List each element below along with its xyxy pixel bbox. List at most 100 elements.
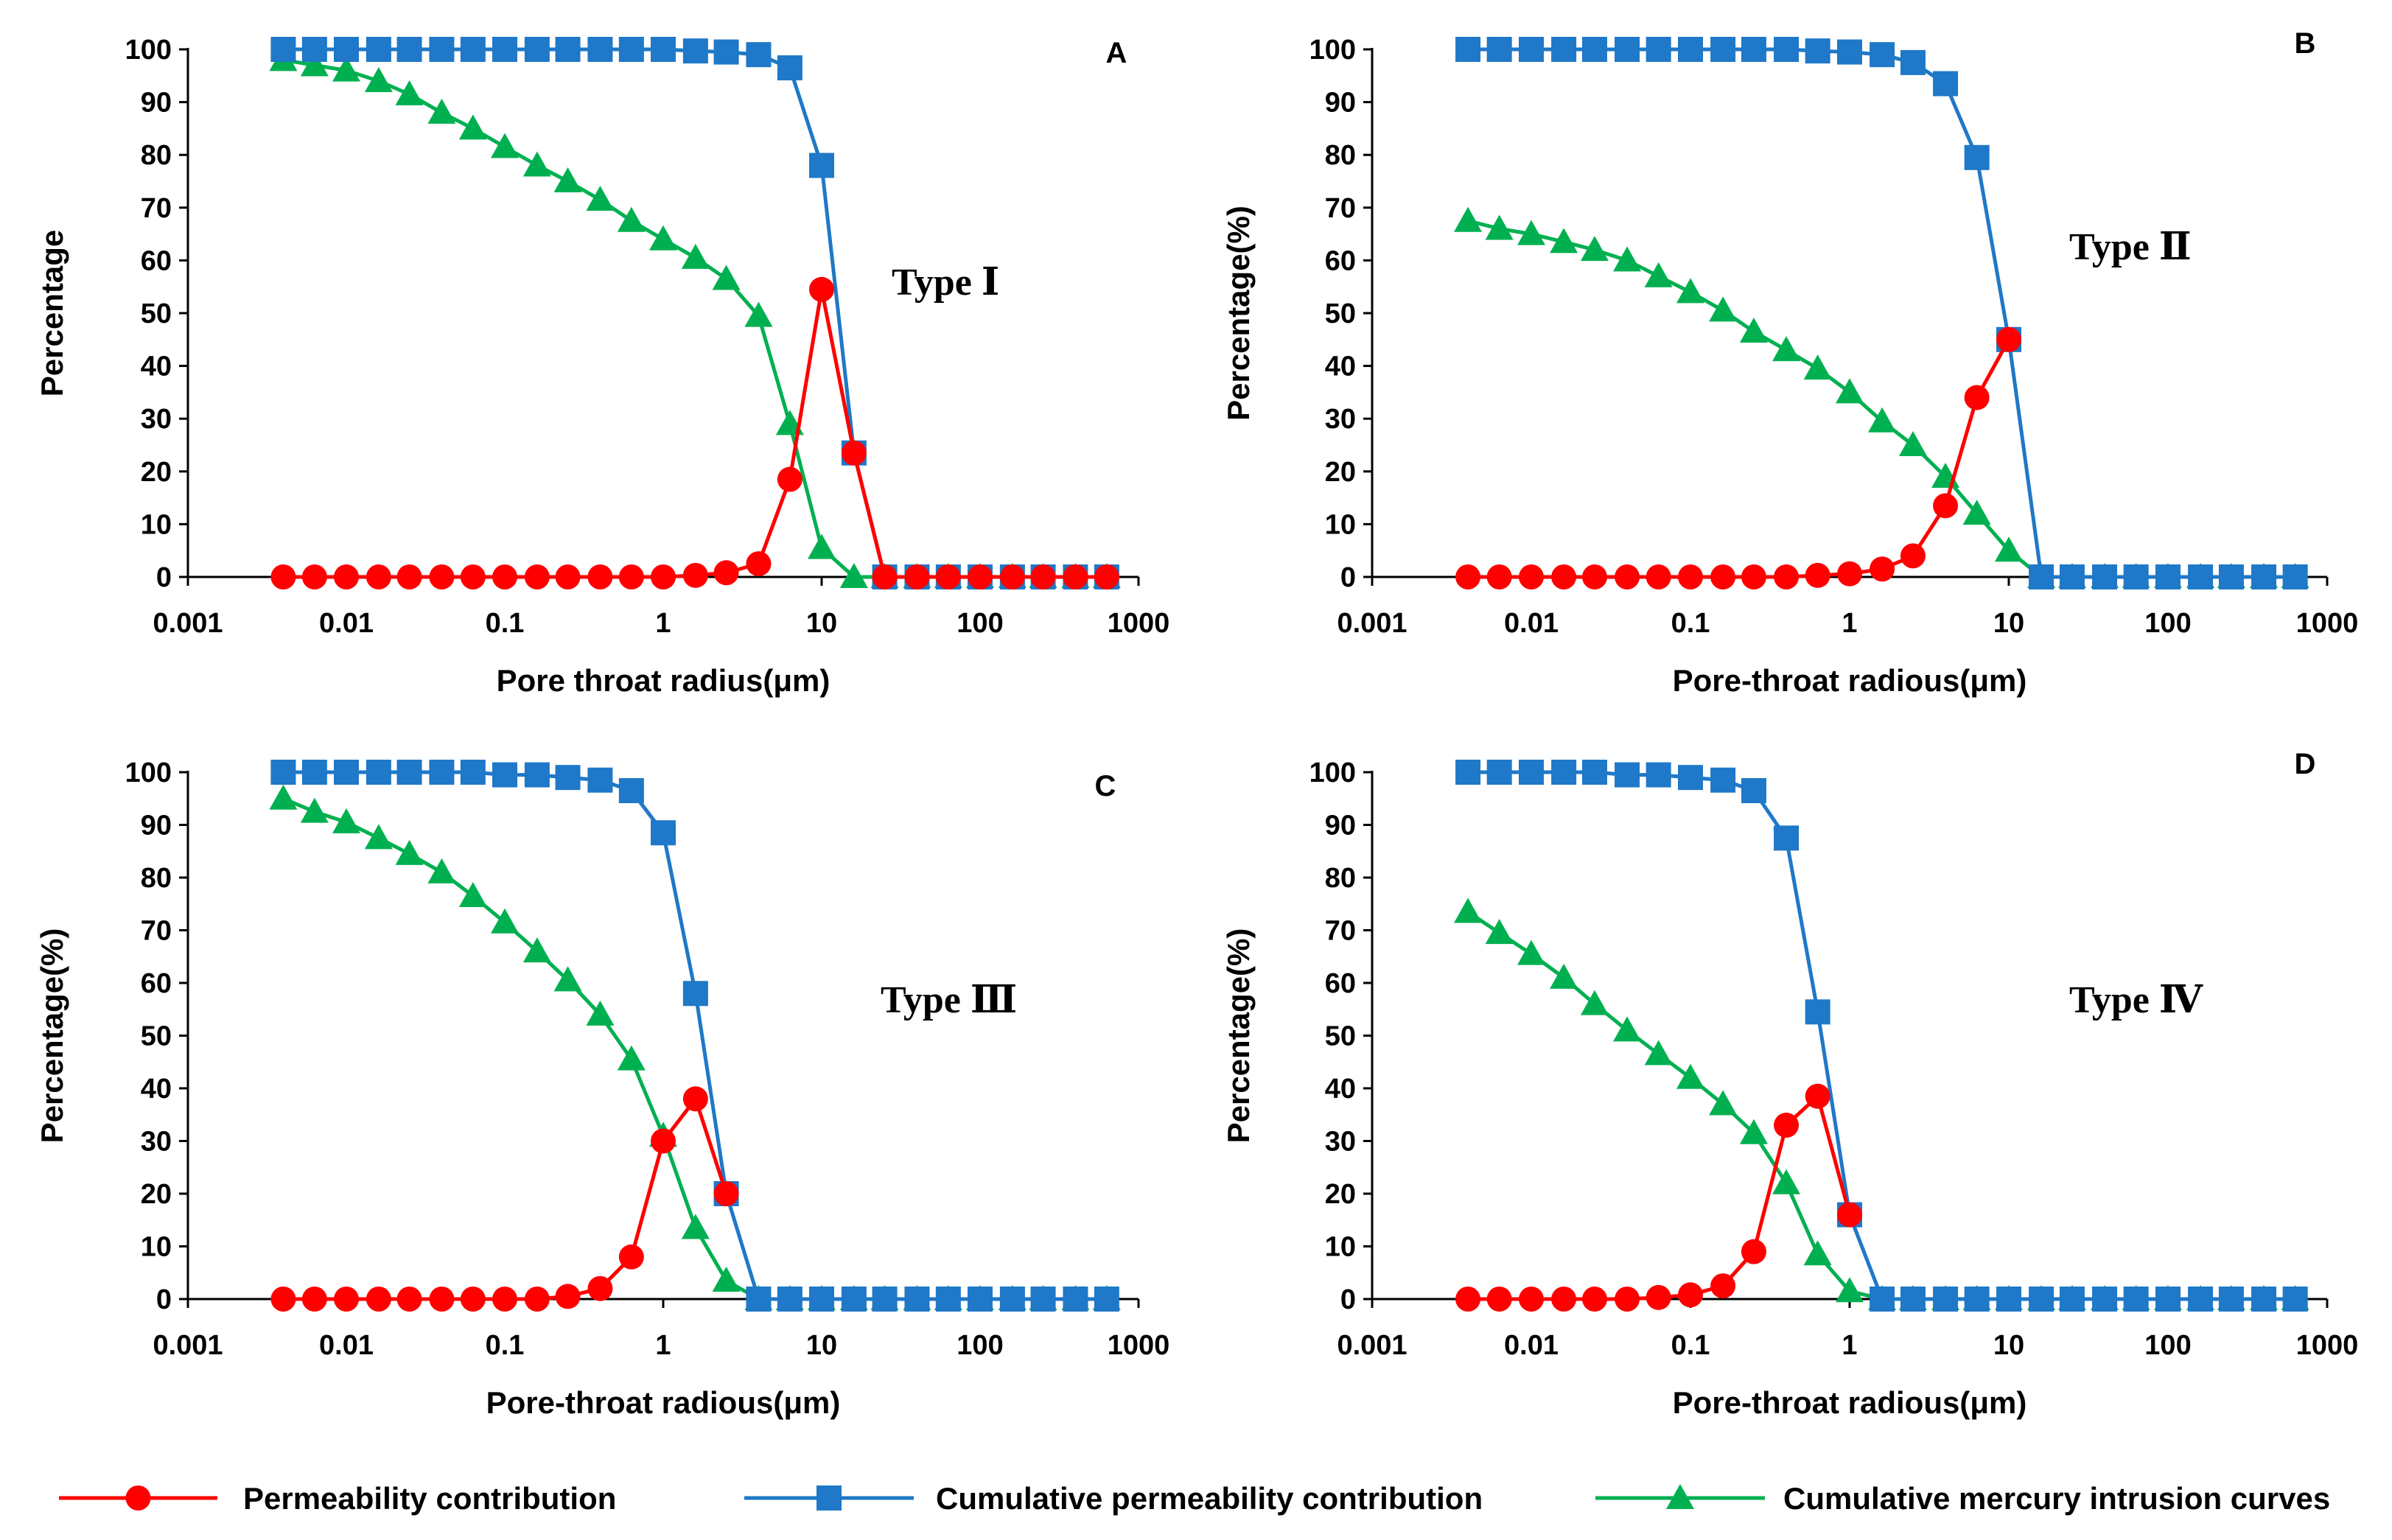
- chart-panel-b: 0 10 20 30 40 50 60 70 80 90 100 0.001 0.01 0.1 1 10 100…: [1221, 27, 2358, 698]
- data-point-mercury-intrusion: [491, 133, 519, 158]
- y-tick-label: 70: [1325, 916, 1356, 947]
- data-point-cumulative-permeability: [524, 762, 550, 788]
- data-point-cumulative-permeability: [2123, 1287, 2149, 1312]
- y-tick-label: 80: [1325, 140, 1356, 171]
- panel-letter: C: [1095, 770, 1116, 802]
- data-point-permeability: [935, 564, 961, 589]
- data-point-mercury-intrusion: [364, 66, 393, 92]
- data-point-mercury-intrusion: [458, 882, 487, 908]
- data-point-cumulative-permeability: [1519, 37, 1544, 62]
- data-point-permeability: [1741, 1239, 1766, 1264]
- data-point-cumulative-permeability: [968, 1287, 993, 1312]
- panel-letter: A: [1106, 37, 1127, 69]
- type-label: Type Ⅰ: [892, 262, 999, 304]
- data-point-mercury-intrusion: [1550, 963, 1578, 989]
- data-point-cumulative-permeability: [2155, 564, 2181, 589]
- data-point-mercury-intrusion: [712, 1266, 741, 1292]
- series-permeability: [1455, 326, 2021, 589]
- series-line-cumulative-permeability: [1468, 47, 2295, 579]
- data-point-permeability: [1741, 564, 1766, 589]
- x-tick-label: 10: [1993, 1330, 2024, 1361]
- data-point-permeability: [1870, 556, 1895, 582]
- x-tick-label: 1000: [2296, 608, 2359, 639]
- y-tick-label: 10: [141, 1232, 172, 1263]
- data-point-mercury-intrusion: [1709, 296, 1738, 322]
- y-tick-label: 0: [1340, 562, 1356, 593]
- data-point-cumulative-permeability: [396, 760, 422, 785]
- data-point-cumulative-permeability: [2218, 564, 2244, 589]
- x-axis-title: Pore-throat radious(μm): [486, 1385, 841, 1420]
- y-tick-label: 10: [1325, 509, 1356, 540]
- data-point-permeability: [1486, 564, 1512, 589]
- data-point-mercury-intrusion: [1676, 278, 1704, 304]
- data-point-cumulative-permeability: [587, 767, 613, 793]
- data-point-cumulative-permeability: [334, 760, 359, 785]
- data-point-permeability: [1551, 564, 1577, 589]
- data-point-permeability: [429, 1287, 455, 1312]
- data-point-permeability: [1551, 1287, 1577, 1312]
- data-point-cumulative-permeability: [1030, 1287, 1056, 1312]
- x-tick-label: 0.1: [1671, 1330, 1710, 1361]
- data-point-cumulative-permeability: [1805, 999, 1830, 1025]
- data-point-mercury-intrusion: [586, 186, 615, 211]
- y-tick-label: 90: [1325, 811, 1356, 841]
- data-point-cumulative-permeability: [1774, 37, 1800, 62]
- y-tick-label: 30: [141, 1127, 172, 1158]
- data-point-mercury-intrusion: [332, 808, 360, 833]
- data-point-cumulative-permeability: [2188, 1287, 2214, 1312]
- data-point-cumulative-permeability: [872, 1287, 898, 1312]
- data-point-cumulative-permeability: [618, 778, 644, 804]
- x-tick-label: 1: [1842, 1330, 1857, 1361]
- x-tick-label: 1: [1842, 608, 1857, 639]
- legend-label: Cumulative mercury intrusion curves: [1783, 1481, 2330, 1516]
- data-point-cumulative-permeability: [366, 37, 391, 62]
- y-tick-label: 30: [141, 404, 172, 435]
- panel-letter: B: [2295, 27, 2316, 60]
- data-point-cumulative-permeability: [460, 37, 486, 62]
- data-point-mercury-intrusion: [1676, 1063, 1704, 1089]
- y-tick-label: 80: [141, 140, 172, 171]
- data-point-mercury-intrusion: [1772, 1169, 1801, 1194]
- legend-item-permeability: Permeability contribution: [59, 1481, 616, 1516]
- data-point-mercury-intrusion: [1836, 1277, 1864, 1303]
- data-point-permeability: [270, 564, 296, 589]
- series-permeability: [270, 1086, 739, 1312]
- data-point-cumulative-permeability: [301, 37, 327, 62]
- data-point-cumulative-permeability: [651, 37, 676, 62]
- data-point-mercury-intrusion: [1868, 407, 1897, 433]
- y-tick-label: 20: [1325, 1179, 1356, 1210]
- data-point-cumulative-permeability: [1455, 37, 1481, 62]
- data-point-permeability: [999, 564, 1025, 589]
- data-point-permeability: [1678, 1282, 1703, 1308]
- data-point-permeability: [492, 1287, 517, 1312]
- data-point-cumulative-permeability: [366, 760, 391, 785]
- series-mercury-intrusion: [269, 784, 1121, 1310]
- data-point-cumulative-permeability: [555, 37, 581, 62]
- data-point-mercury-intrusion: [269, 784, 298, 810]
- data-point-mercury-intrusion: [681, 243, 710, 269]
- data-point-cumulative-permeability: [1933, 1287, 1959, 1312]
- data-point-mercury-intrusion: [1995, 536, 2023, 562]
- data-point-permeability: [270, 1287, 296, 1312]
- data-point-permeability: [524, 1287, 550, 1312]
- data-point-mercury-intrusion: [1580, 990, 1609, 1015]
- y-tick-label: 20: [141, 457, 172, 488]
- data-point-permeability: [682, 562, 708, 588]
- data-point-cumulative-permeability: [492, 37, 517, 62]
- data-point-mercury-intrusion: [617, 1045, 646, 1071]
- data-point-permeability: [492, 564, 517, 589]
- chart-panel-d: 0 10 20 30 40 50 60 70 80 90 100 0.001 0.01 0.1 1 10 100…: [1221, 748, 2358, 1420]
- x-axis-title: Pore-throat radious(μm): [1673, 1385, 2027, 1420]
- data-point-mercury-intrusion: [522, 937, 551, 963]
- x-tick-label: 0.001: [1337, 608, 1407, 639]
- data-point-cumulative-permeability: [1774, 825, 1800, 851]
- data-point-cumulative-permeability: [777, 55, 802, 81]
- data-point-permeability: [1964, 385, 1990, 410]
- y-tick-label: 90: [141, 88, 172, 119]
- y-tick-label: 60: [1325, 245, 1356, 276]
- data-point-mercury-intrusion: [300, 51, 329, 77]
- data-point-mercury-intrusion: [649, 225, 677, 251]
- data-point-permeability: [334, 1287, 359, 1312]
- y-tick-label: 50: [1325, 1021, 1356, 1052]
- series-line-mercury-intrusion: [1467, 219, 2295, 579]
